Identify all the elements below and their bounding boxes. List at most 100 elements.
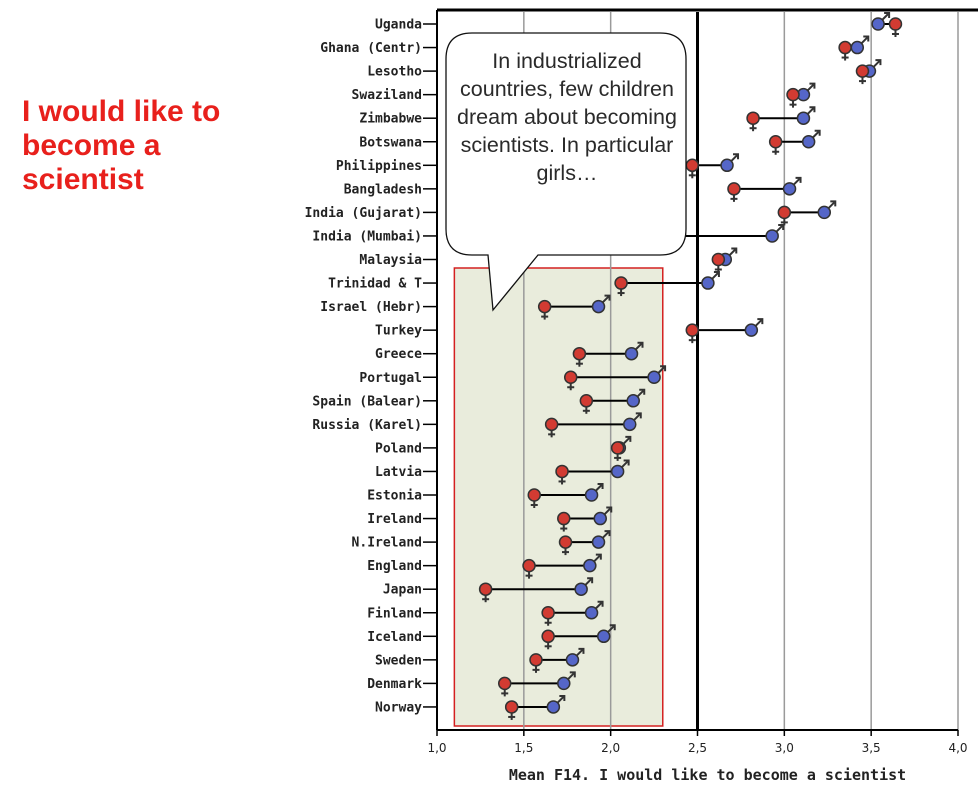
female-marker [557,511,571,532]
male-marker [624,341,644,361]
category-label: Latvia [375,465,422,480]
category-label: Trinidad & T [328,277,422,292]
male-marker [591,530,611,549]
male-marker [584,483,604,502]
x-tick-label: 1,0 [427,741,446,755]
category-label: Russia (Karel) [312,418,422,433]
male-marker [584,600,604,620]
female-marker [727,182,741,202]
female-marker [478,582,493,603]
male-marker [744,318,764,337]
x-tick-label: 3,5 [862,741,881,755]
category-label: England [367,559,422,574]
x-tick-label: 4,0 [948,741,967,755]
x-tick-label: 1,5 [514,741,533,755]
female-marker [685,323,700,344]
side-title: I would like to become a scientist [22,95,221,196]
category-label: Lesotho [367,65,422,80]
female-marker [888,17,903,37]
male-marker [565,647,585,667]
female-marker [558,535,573,556]
callout-text: In industrialized countries, few childre… [457,49,677,185]
category-label: Estonia [367,489,422,504]
x-tick-label: 2,0 [601,741,620,755]
female-marker [522,558,536,579]
category-label: Botswana [359,135,422,150]
category-label: Greece [375,347,422,362]
female-marker [768,135,783,155]
speech-bubble [445,32,687,312]
highlight-layer [453,267,664,727]
female-marker [855,64,870,85]
category-label: Philippines [336,159,422,174]
mark-layer [478,12,903,720]
male-marker [610,459,630,479]
male-marker [596,624,616,644]
category-label: Swaziland [352,88,422,103]
category-label: Turkey [375,324,422,339]
male-marker [720,153,740,173]
x-tick-label: 2,5 [688,741,707,755]
female-marker [711,252,726,273]
male-marker [583,553,602,573]
male-marker [593,506,613,526]
male-marker [796,106,816,125]
category-label: India (Gujarat) [305,206,422,221]
male-marker [796,82,816,102]
female-marker [614,276,628,297]
male-marker [574,577,594,596]
female-marker [838,40,852,61]
category-label: Sweden [375,653,422,668]
category-label: Zimbabwe [359,112,422,127]
female-marker [541,606,555,626]
female-marker [579,394,594,414]
male-marker [647,365,667,384]
category-label: Norway [375,700,422,715]
category-label: Portugal [359,371,422,386]
female-marker [746,111,760,132]
male-marker [546,694,566,714]
category-label: Bangladesh [344,182,422,197]
male-marker [701,271,720,290]
x-axis-title: Mean F14. I would like to become a scien… [509,766,906,784]
female-marker [541,629,555,650]
female-marker [555,464,569,485]
female-marker [777,205,792,226]
category-label: N.Ireland [352,536,422,551]
category-label: Malaysia [359,253,422,268]
category-label: Ghana (Centr) [320,41,422,56]
male-marker [782,176,802,196]
category-label: Ireland [367,512,422,527]
female-marker [529,653,543,673]
category-label: Iceland [367,630,422,645]
category-label: Spain (Balear) [312,394,422,409]
female-marker [786,87,800,108]
male-marker [850,35,870,55]
x-tick-label: 3,0 [775,741,794,755]
category-label: Israel (Hebr) [320,300,422,315]
category-label: Denmark [367,677,422,692]
callout-layer [445,32,687,312]
category-label: Poland [375,441,422,456]
male-marker [591,294,611,314]
female-marker [572,346,587,367]
category-label: Uganda [375,18,422,33]
female-marker [527,488,542,508]
male-marker [817,200,837,220]
female-marker [544,417,559,438]
category-label: Finland [367,606,422,621]
category-label: Japan [383,583,422,598]
male-marker [871,12,891,31]
female-marker [504,700,519,720]
male-marker [765,223,785,243]
female-marker [497,676,512,697]
male-marker [801,129,821,149]
female-marker [610,441,625,461]
category-label: India (Mumbai) [312,229,422,244]
axis-layer: 1,0 1,5 2,0 2,5 3,0 3,5 4,0 Uganda Ghana (Centr)… [305,8,978,755]
male-marker [623,412,642,432]
male-marker [557,671,576,691]
highlight-box [453,267,664,727]
female-marker [537,299,552,320]
